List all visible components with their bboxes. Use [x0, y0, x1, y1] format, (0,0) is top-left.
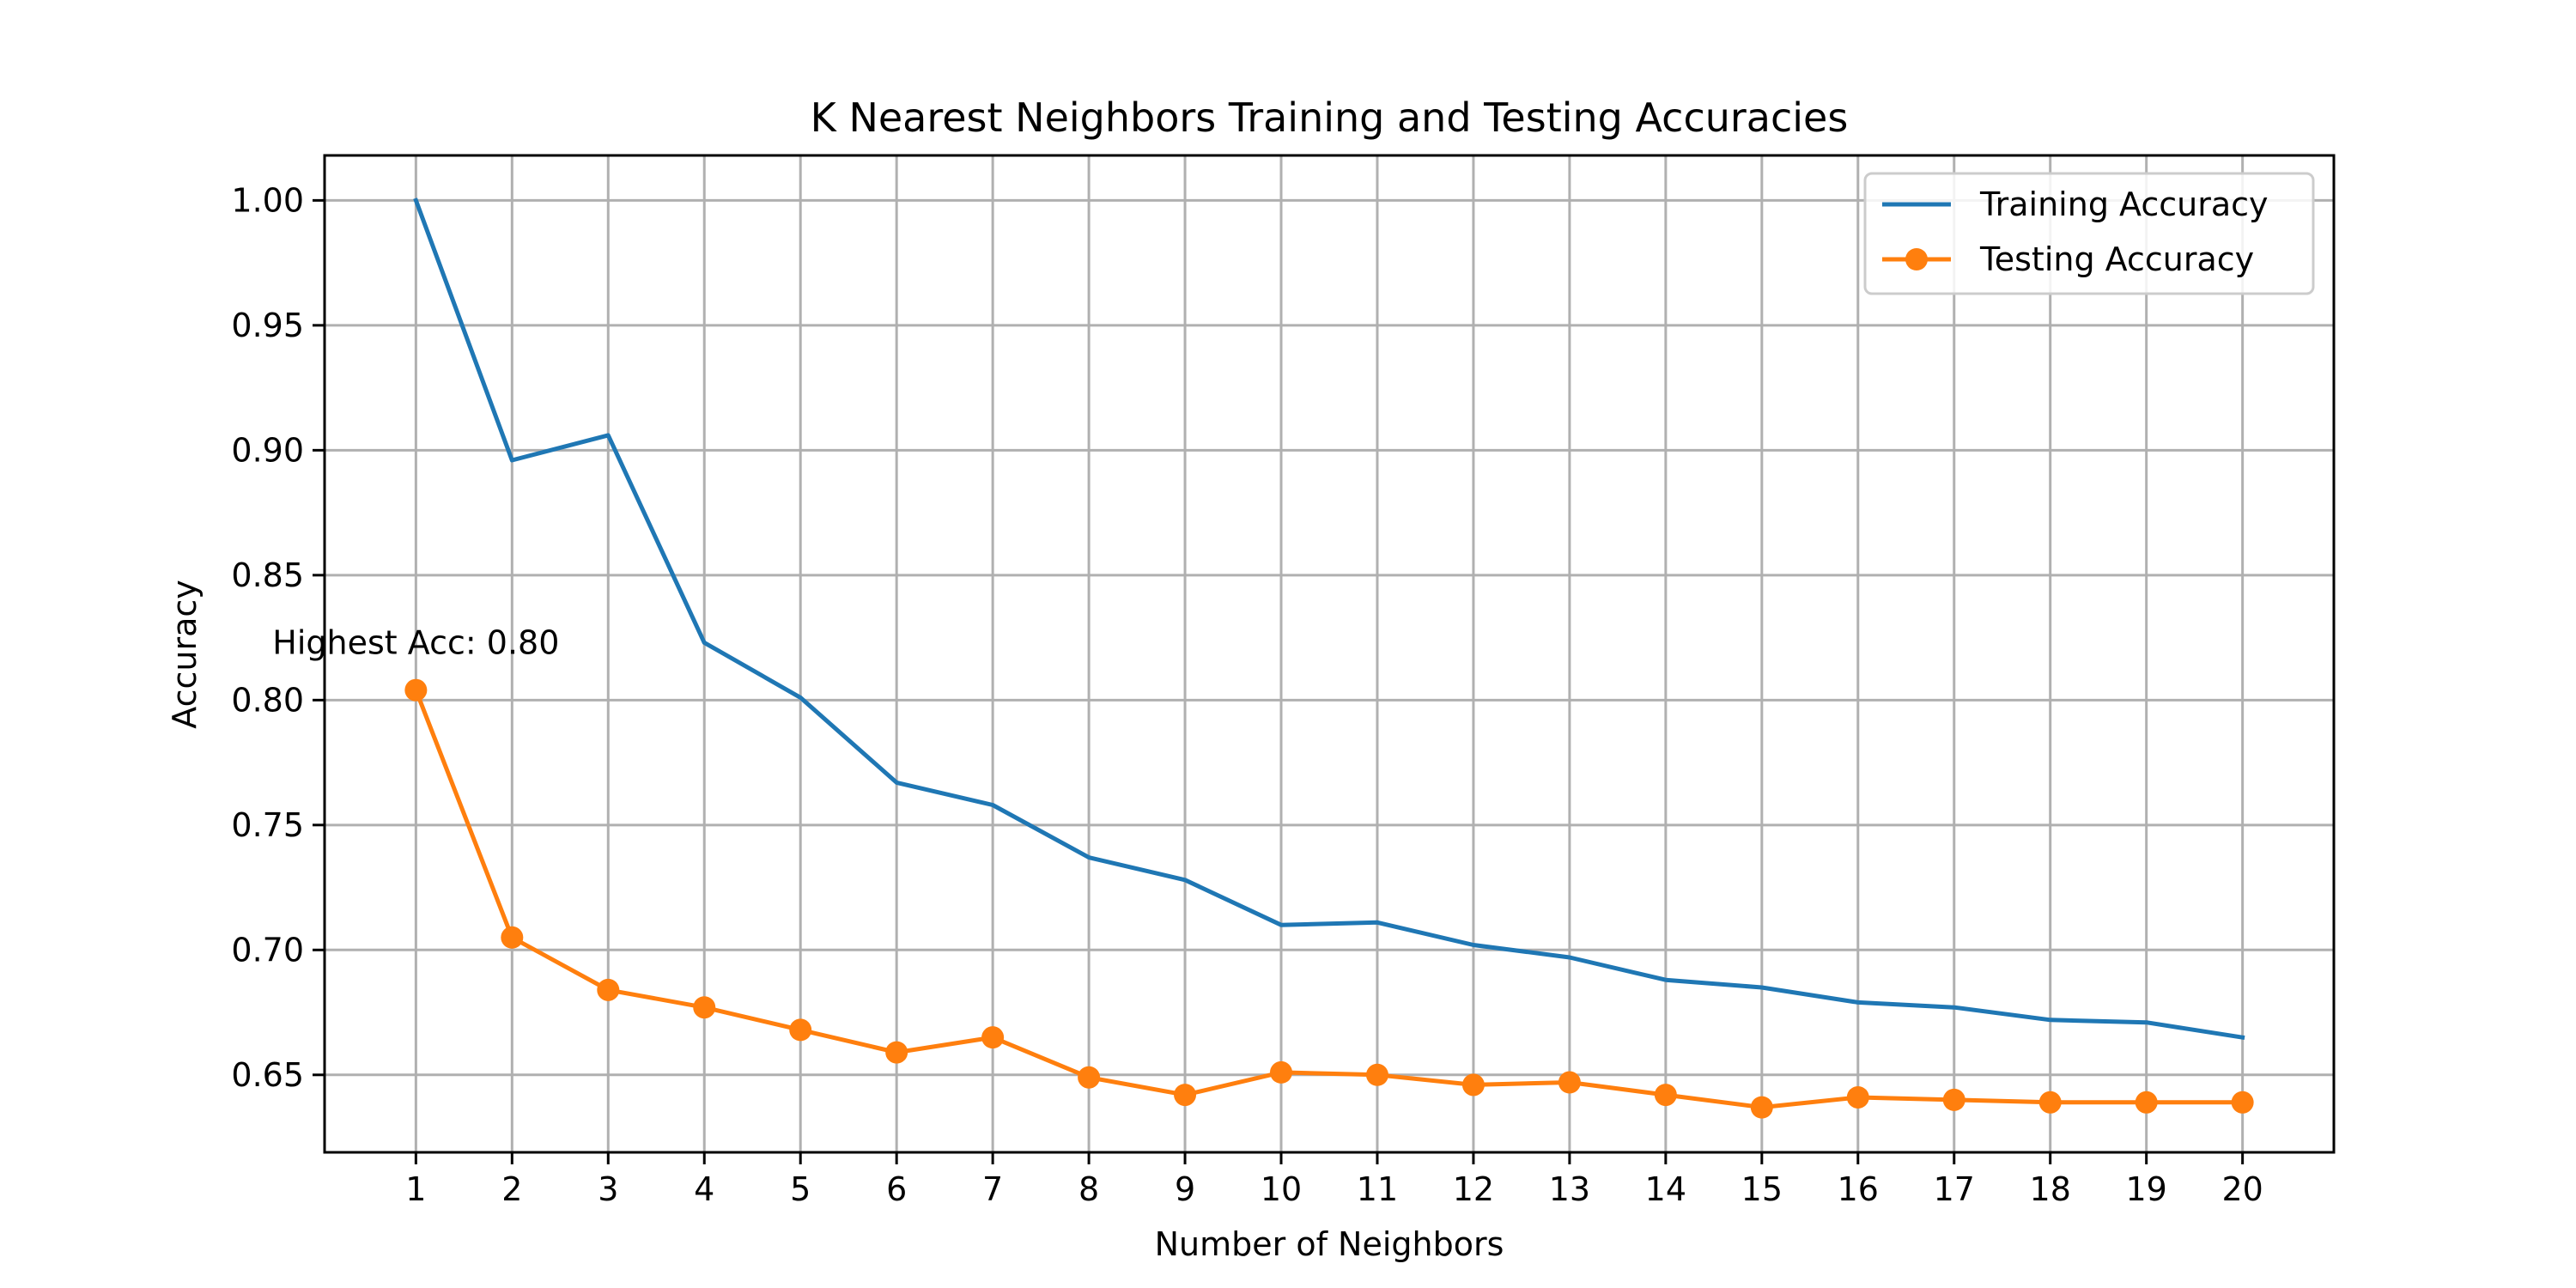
testing-accuracy-point: [1174, 1084, 1197, 1107]
x-tick-label: 11: [1357, 1170, 1398, 1208]
testing-accuracy-line: [413, 687, 2245, 1110]
testing-accuracy-point: [1270, 1060, 1293, 1084]
y-axis-label: Accuracy: [166, 580, 204, 729]
x-tick-label: 10: [1261, 1170, 1302, 1208]
x-tick-label: 19: [2125, 1170, 2166, 1208]
plot-frame: [323, 154, 2336, 1154]
x-axis-label: Number of Neighbors: [1155, 1225, 1504, 1263]
x-tick-label: 4: [694, 1170, 714, 1208]
testing-accuracy-point: [2135, 1091, 2158, 1114]
annotation-layer: Highest Acc: 0.80: [272, 624, 559, 662]
testing-accuracy-legend-label: Testing Accuracy: [1979, 240, 2254, 278]
highest-accuracy-annotation: Highest Acc: 0.80: [272, 624, 559, 662]
testing-accuracy-point: [789, 1018, 812, 1042]
y-tick-label: 0.80: [231, 681, 304, 719]
testing-accuracy-point: [693, 996, 716, 1019]
x-tick-label: 2: [501, 1170, 522, 1208]
axes: 1 2 3 4 5 6 7 8 9 10 11 12 13 14 15 16 17 18 19 200.650.700…: [231, 154, 2336, 1208]
y-tick-label: 1.00: [231, 181, 304, 219]
x-tick-label: 6: [886, 1170, 907, 1208]
testing-accuracy-point: [404, 678, 428, 702]
testing-accuracy-point: [501, 926, 524, 949]
x-tick-label: 16: [1838, 1170, 1879, 1208]
x-tick-label: 5: [790, 1170, 811, 1208]
testing-accuracy-point: [981, 1026, 1005, 1049]
testing-accuracy-point: [1461, 1073, 1485, 1097]
testing-accuracy-point: [1750, 1096, 1773, 1119]
testing-accuracy-point: [1846, 1085, 1869, 1109]
y-tick-label: 0.75: [231, 806, 304, 844]
y-tick-label: 0.70: [231, 931, 304, 969]
x-tick-label: 18: [2030, 1170, 2071, 1208]
testing-accuracy-point: [597, 978, 620, 1001]
series-layer: [404, 197, 2254, 1119]
training-accuracy-legend-label: Training Accuracy: [1979, 185, 2269, 223]
testing-accuracy-point: [1942, 1088, 1965, 1111]
y-tick-label: 0.85: [231, 556, 304, 594]
x-tick-label: 17: [1934, 1170, 1975, 1208]
y-tick-label: 0.65: [231, 1056, 304, 1094]
x-tick-label: 12: [1453, 1170, 1494, 1208]
x-tick-label: 14: [1645, 1170, 1686, 1208]
x-tick-label: 1: [405, 1170, 426, 1208]
testing-accuracy-legend-marker: [1905, 248, 1928, 270]
grid-lines: [325, 155, 2334, 1152]
x-tick-label: 15: [1741, 1170, 1783, 1208]
x-tick-label: 7: [982, 1170, 1003, 1208]
training-accuracy-line: [413, 197, 2245, 1041]
legend: Training Accuracy Testing Accuracy: [1863, 172, 2315, 295]
y-tick-label: 0.95: [231, 307, 304, 344]
x-tick-label: 9: [1175, 1170, 1195, 1208]
testing-accuracy-point: [1078, 1066, 1101, 1089]
x-tick-label: 8: [1078, 1170, 1099, 1208]
testing-accuracy-point: [2231, 1091, 2254, 1114]
legend-box: [1863, 172, 2315, 295]
x-tick-label: 20: [2221, 1170, 2263, 1208]
testing-accuracy-point: [1654, 1084, 1677, 1107]
x-tick-label: 3: [598, 1170, 618, 1208]
chart-title: K Nearest Neighbors Training and Testing…: [811, 94, 1849, 141]
testing-accuracy-point: [885, 1041, 908, 1064]
y-tick-label: 0.90: [231, 431, 304, 469]
testing-accuracy-point: [2038, 1091, 2062, 1114]
testing-accuracy-point: [1558, 1071, 1581, 1094]
testing-accuracy-point: [1365, 1063, 1388, 1086]
x-tick-label: 13: [1549, 1170, 1590, 1208]
